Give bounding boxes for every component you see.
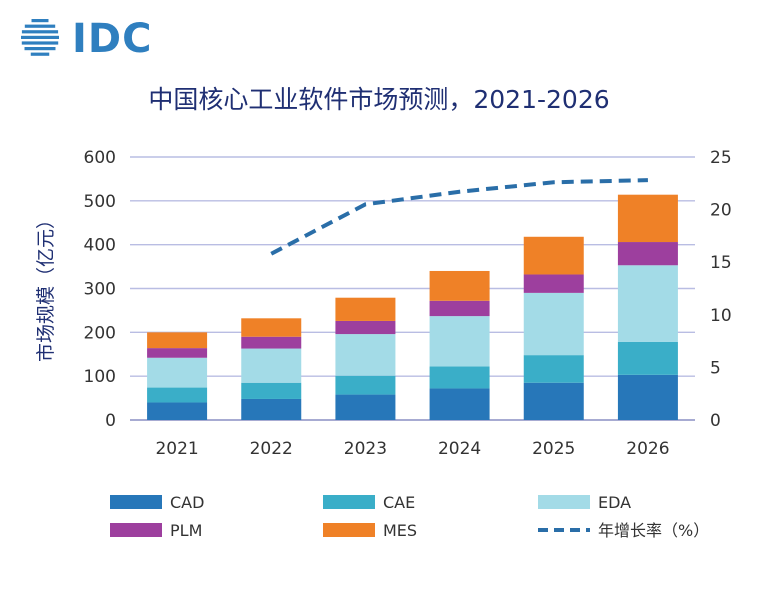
y2-tick-label: 10 [710, 306, 732, 326]
y-tick-label: 600 [84, 148, 116, 168]
growth-rate-line [270, 178, 648, 256]
bar-cae [429, 366, 490, 389]
bar-cad [429, 388, 490, 420]
legend-item-mes: MES [323, 521, 417, 540]
y-tick-label: 100 [84, 367, 116, 387]
legend-label: CAD [170, 493, 204, 512]
globe-stripe [24, 47, 56, 51]
bar-mes [147, 332, 208, 349]
bar-plm [241, 336, 302, 349]
bar-eda [523, 292, 584, 356]
legend-swatch [323, 495, 375, 509]
bar-cad [147, 402, 208, 420]
y-tick-label: 400 [84, 236, 116, 256]
bar-cad [523, 382, 584, 420]
x-tick-label: 2023 [344, 439, 387, 459]
y-axis-ticks: 0 100 200 300 400 500 600 [84, 148, 116, 431]
legend-label: 年增长率（%） [598, 521, 709, 540]
x-tick-label: 2025 [532, 439, 575, 459]
globe-stripe [30, 52, 50, 56]
x-tick-label: 2026 [626, 439, 669, 459]
bar-eda [335, 334, 396, 376]
bar-cae [335, 375, 396, 395]
bar-mes [335, 297, 396, 321]
bar-cad [241, 398, 302, 420]
x-tick-label: 2022 [250, 439, 293, 459]
globe-stripe [21, 35, 59, 39]
y-tick-label: 500 [84, 192, 116, 212]
bar-mes [241, 318, 302, 337]
globe-icon [21, 19, 59, 56]
legend: CAD CAE EDA PLM MES 年增长率（%） [110, 493, 709, 540]
y2-tick-label: 15 [710, 253, 732, 273]
y2-tick-label: 0 [710, 411, 721, 431]
bar-mes [429, 270, 490, 301]
bar-plm [429, 300, 490, 317]
y2-tick-label: 5 [710, 358, 721, 378]
bar-plm [335, 320, 396, 335]
bar-mes [617, 194, 678, 243]
legend-swatch [110, 495, 162, 509]
bar-plm [523, 274, 584, 293]
legend-item-plm: PLM [110, 521, 202, 540]
y2-axis-ticks: 0 5 10 15 20 25 [710, 148, 732, 431]
gridlines [130, 156, 695, 421]
legend-label: MES [383, 521, 417, 540]
x-tick-label: 2021 [155, 439, 198, 459]
idc-logo: IDC [21, 16, 152, 62]
idc-logo-text: IDC [72, 16, 152, 62]
globe-stripe [31, 19, 49, 23]
legend-item-cae: CAE [323, 493, 415, 512]
legend-label: CAE [383, 493, 415, 512]
bar-eda [241, 348, 302, 383]
y2-tick-label: 25 [710, 148, 732, 168]
bar-eda [429, 316, 490, 367]
bar-eda [617, 265, 678, 342]
y-axis-label: 市场规模（亿元） [35, 210, 57, 362]
legend-swatch [323, 523, 375, 537]
y-tick-label: 300 [84, 280, 116, 300]
legend-swatch [538, 495, 590, 509]
x-axis-ticks: 2021 2022 2023 2024 2025 2026 [155, 439, 669, 459]
y2-tick-label: 20 [710, 201, 732, 221]
bar-cad [335, 394, 396, 420]
legend-item-cad: CAD [110, 493, 204, 512]
bar-stacks [147, 194, 678, 420]
globe-stripe [21, 41, 59, 45]
chart-title: 中国核心工业软件市场预测，2021-2026 [148, 85, 609, 114]
bar-plm [147, 348, 208, 358]
legend-label: EDA [598, 493, 631, 512]
bar-eda [147, 357, 208, 388]
bar-cae [617, 341, 678, 375]
bar-cae [523, 355, 584, 383]
legend-label: PLM [170, 521, 202, 540]
globe-stripe [24, 24, 56, 28]
y-tick-label: 200 [84, 323, 116, 343]
legend-item-eda: EDA [538, 493, 631, 512]
growth-line [270, 178, 648, 256]
bar-cae [147, 387, 208, 403]
x-tick-label: 2024 [438, 439, 481, 459]
globe-stripe [21, 30, 59, 34]
bar-plm [617, 242, 678, 266]
bar-cad [617, 374, 678, 420]
legend-swatch [110, 523, 162, 537]
legend-item-growth-rate: 年增长率（%） [538, 521, 709, 540]
y-tick-label: 0 [105, 411, 116, 431]
bar-mes [523, 236, 584, 275]
bar-cae [241, 382, 302, 399]
